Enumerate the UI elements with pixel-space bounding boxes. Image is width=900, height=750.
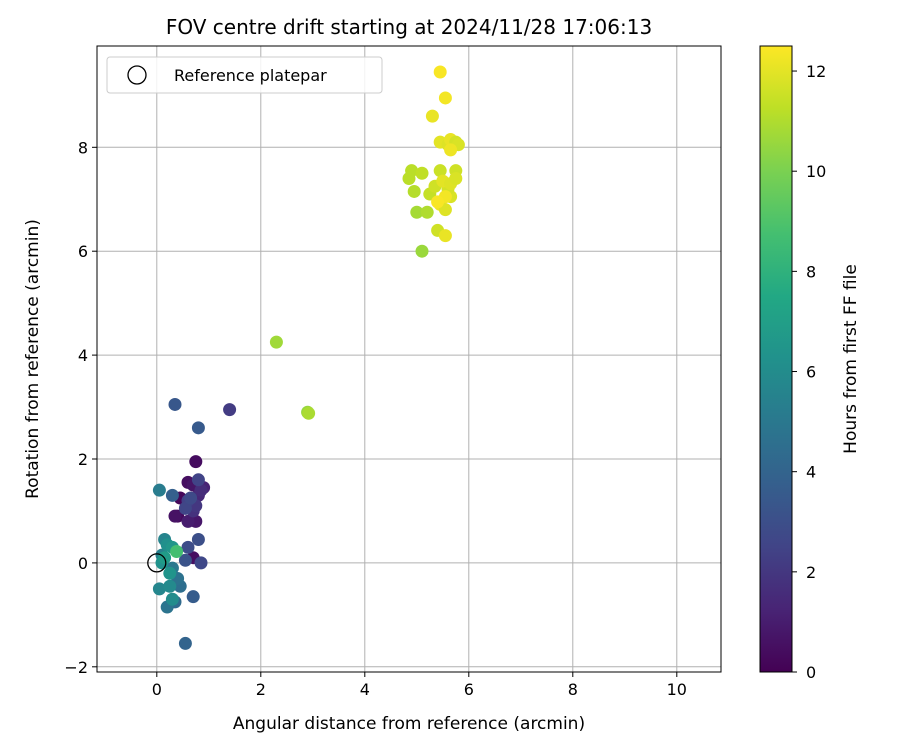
grid-lines [97,46,721,672]
colorbar-tick-label: 2 [806,563,816,582]
data-point [410,205,424,219]
chart-title: FOV centre drift starting at 2024/11/28 … [166,15,652,39]
data-point [191,473,205,487]
colorbar-tick-label: 0 [806,663,816,682]
data-point [405,164,419,178]
data-point [194,483,208,497]
y-tick-label: 8 [78,138,88,157]
data-point [163,566,177,580]
data-point [152,582,166,596]
data-point [431,195,445,209]
data-point [168,509,182,523]
data-point [191,533,205,547]
data-point [186,590,200,604]
data-point [425,109,439,123]
data-point [223,403,237,417]
data-point [181,514,195,528]
data-point [415,166,429,180]
data-point [438,91,452,105]
data-point [407,184,421,198]
data-point [178,553,192,567]
data-point [433,65,447,79]
y-tick-label: 2 [78,450,88,469]
colorbar: 0 2 4 6 8 10 12 Hours from first FF file [759,45,861,682]
data-point [178,501,192,515]
data-point [302,406,316,420]
data-point [191,421,205,435]
x-axis-ticks: 0 2 4 6 8 10 [152,672,687,699]
data-point [178,636,192,650]
colorbar-tick-label: 10 [806,162,826,181]
x-tick-label: 8 [568,680,578,699]
data-point [194,556,208,570]
colorbar-tick-label: 8 [806,262,816,281]
data-point [152,483,166,497]
legend-marker-icon [127,65,147,85]
data-point [184,491,198,505]
legend-box [106,56,383,94]
y-tick-label: 6 [78,242,88,261]
colorbar-tick-label: 12 [806,62,826,81]
data-point [420,205,434,219]
reference-platepar-marker [147,553,167,573]
data-point [433,164,447,178]
legend: Reference platepar [106,56,383,94]
colorbar-tick-label: 6 [806,363,816,382]
data-point [269,335,283,349]
data-point [449,171,463,185]
data-point [438,229,452,243]
x-tick-label: 2 [256,680,266,699]
x-axis-label: Angular distance from reference (arcmin) [233,714,585,734]
y-tick-label: −2 [64,658,88,677]
y-tick-label: 0 [78,554,88,573]
plot-frame [96,45,722,673]
colorbar-ticks: 0 2 4 6 8 10 12 [792,62,826,682]
data-point [181,540,195,554]
legend-label: Reference platepar [174,66,327,85]
colorbar-tick-label: 4 [806,463,816,482]
data-point [415,244,429,258]
x-tick-label: 10 [667,680,687,699]
data-points [152,65,465,650]
y-axis-label: Rotation from reference (arcmin) [23,219,43,499]
data-point [170,544,184,558]
y-axis-ticks: −2 0 2 4 6 8 [64,138,97,677]
x-tick-label: 4 [360,680,370,699]
data-point [189,455,203,469]
y-tick-label: 4 [78,346,88,365]
data-point [168,397,182,411]
colorbar-label: Hours from first FF file [841,264,861,454]
x-tick-label: 0 [152,680,162,699]
x-tick-label: 6 [464,680,474,699]
data-point [165,592,179,606]
colorbar-gradient [759,45,793,673]
data-point [444,143,458,157]
data-point [163,579,177,593]
data-point [165,488,179,502]
